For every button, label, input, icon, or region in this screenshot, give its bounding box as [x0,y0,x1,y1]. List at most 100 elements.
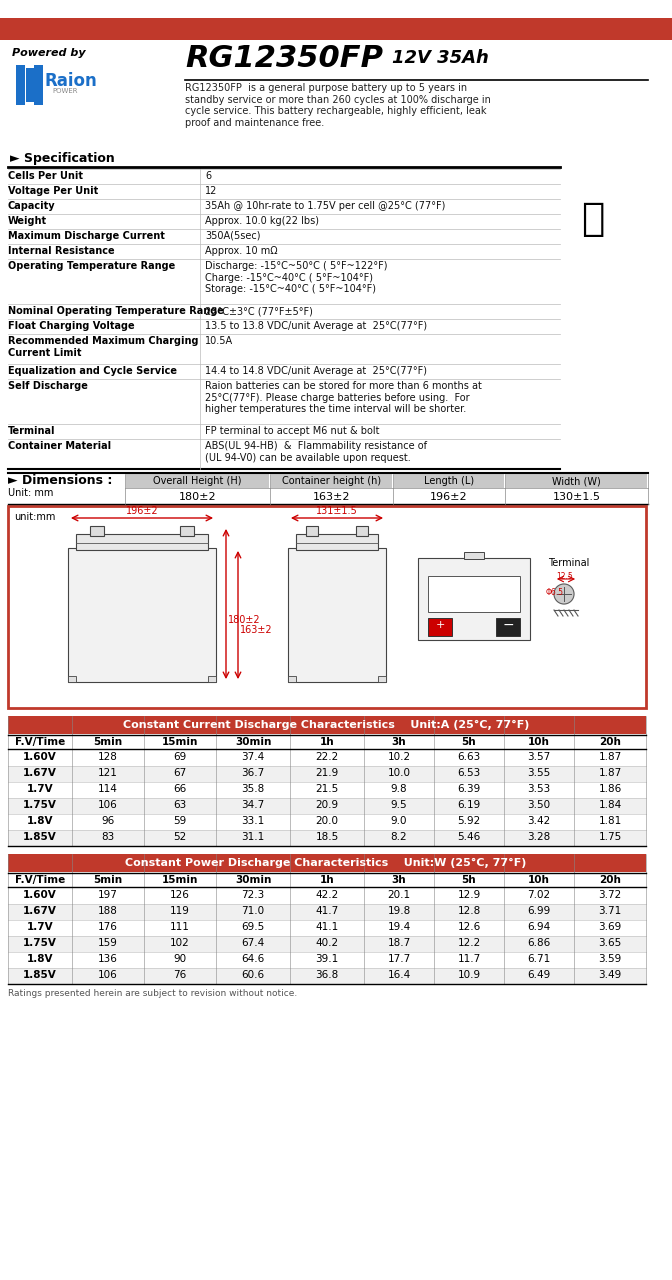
Text: ABS(UL 94-HB)  &  Flammability resistance of
(UL 94-V0) can be available upon re: ABS(UL 94-HB) & Flammability resistance … [205,442,427,462]
Text: 121: 121 [98,768,118,778]
Bar [8,904,646,920]
Text: 350A(5sec): 350A(5sec) [205,230,261,241]
Text: 5min: 5min [93,737,122,748]
Text: Approx. 10.0 kg(22 lbs): Approx. 10.0 kg(22 lbs) [205,216,319,227]
Text: 10h: 10h [528,876,550,884]
Text: 40.2: 40.2 [315,938,339,948]
Text: 1.7V: 1.7V [27,783,53,794]
Text: 10.9: 10.9 [458,970,480,980]
Bar [0,18,672,40]
Text: 12.9: 12.9 [458,890,480,900]
Text: 41.1: 41.1 [315,922,339,932]
Text: Width (W): Width (W) [552,476,601,486]
Text: Operating Temperature Range: Operating Temperature Range [8,261,175,271]
Text: POWER: POWER [52,88,77,93]
Text: 3.72: 3.72 [598,890,622,900]
Text: 3.49: 3.49 [598,970,622,980]
Text: 6.49: 6.49 [528,970,550,980]
Text: 3.55: 3.55 [528,768,550,778]
Bar [90,526,104,536]
Text: 42.2: 42.2 [315,890,339,900]
Bar [8,888,646,904]
Text: Voltage Per Unit: Voltage Per Unit [8,186,98,196]
Text: 5.92: 5.92 [458,817,480,826]
Text: 176: 176 [98,922,118,932]
Text: 1.81: 1.81 [598,817,622,826]
Text: 1.75V: 1.75V [23,800,57,810]
Text: 3h: 3h [392,737,407,748]
Bar [8,782,646,797]
Text: F.V/Time: F.V/Time [15,737,65,748]
Bar [8,952,646,968]
Text: Self Discharge: Self Discharge [8,381,88,390]
Text: 1.67V: 1.67V [23,768,57,778]
Text: unit:mm: unit:mm [14,512,55,522]
Text: 30min: 30min [235,737,271,748]
Text: 52: 52 [173,832,187,842]
Bar [8,920,646,936]
Text: 20.9: 20.9 [315,800,339,810]
Text: 72.3: 72.3 [241,890,265,900]
Text: 19.8: 19.8 [387,906,411,916]
Text: 5h: 5h [462,876,476,884]
Text: 3.42: 3.42 [528,817,550,826]
Text: 3.28: 3.28 [528,832,550,842]
Bar [34,65,43,105]
Text: 1.8V: 1.8V [27,817,53,826]
Text: 3.59: 3.59 [598,954,622,964]
Text: 36.7: 36.7 [241,768,265,778]
Text: 3.71: 3.71 [598,906,622,916]
Bar [394,474,504,488]
Text: Constant Power Discharge Characteristics    Unit:W (25°C, 77°F): Constant Power Discharge Characteristics… [125,858,527,868]
Text: 90: 90 [173,954,187,964]
Text: 136: 136 [98,954,118,964]
Text: 128: 128 [98,751,118,762]
Text: 3.57: 3.57 [528,751,550,762]
Text: 6.99: 6.99 [528,906,550,916]
Text: 106: 106 [98,970,118,980]
Bar [418,558,530,640]
Text: 63: 63 [173,800,187,810]
Text: 3.53: 3.53 [528,783,550,794]
Bar [296,534,378,550]
Text: 196±2: 196±2 [430,492,468,502]
Bar [428,618,452,636]
Bar [288,676,296,682]
Text: 17.7: 17.7 [387,954,411,964]
Text: 5h: 5h [462,737,476,748]
Text: 14.4 to 14.8 VDC/unit Average at  25°C(77°F): 14.4 to 14.8 VDC/unit Average at 25°C(77… [205,366,427,376]
Bar [180,526,194,536]
Text: 10h: 10h [528,737,550,748]
Text: Φ6.5: Φ6.5 [546,588,564,596]
Text: 60.6: 60.6 [241,970,265,980]
Text: 20h: 20h [599,737,621,748]
Text: FP terminal to accept M6 nut & bolt: FP terminal to accept M6 nut & bolt [205,426,380,436]
Bar [68,548,216,682]
Text: 41.7: 41.7 [315,906,339,916]
Text: 12V 35Ah: 12V 35Ah [392,49,489,67]
Text: 12.2: 12.2 [458,938,480,948]
Bar [356,526,368,536]
Text: 11.7: 11.7 [458,954,480,964]
Text: 3.65: 3.65 [598,938,622,948]
Text: 1h: 1h [320,876,334,884]
Bar [8,968,646,984]
Text: 34.7: 34.7 [241,800,265,810]
Text: 106: 106 [98,800,118,810]
Text: +: + [435,620,445,630]
Text: 3.69: 3.69 [598,922,622,932]
Text: 1.87: 1.87 [598,768,622,778]
Text: 10.2: 10.2 [388,751,411,762]
Bar [26,68,35,102]
Bar [288,548,386,682]
Text: Internal Resistance: Internal Resistance [8,246,115,256]
Text: 6.86: 6.86 [528,938,550,948]
Bar [8,797,646,814]
Text: 159: 159 [98,938,118,948]
Text: 19.4: 19.4 [387,922,411,932]
Text: 10.5A: 10.5A [205,335,233,346]
Bar [8,765,646,782]
Text: 69.5: 69.5 [241,922,265,932]
Text: Unit: mm: Unit: mm [8,488,53,498]
Text: ⓜ: ⓜ [581,200,605,238]
